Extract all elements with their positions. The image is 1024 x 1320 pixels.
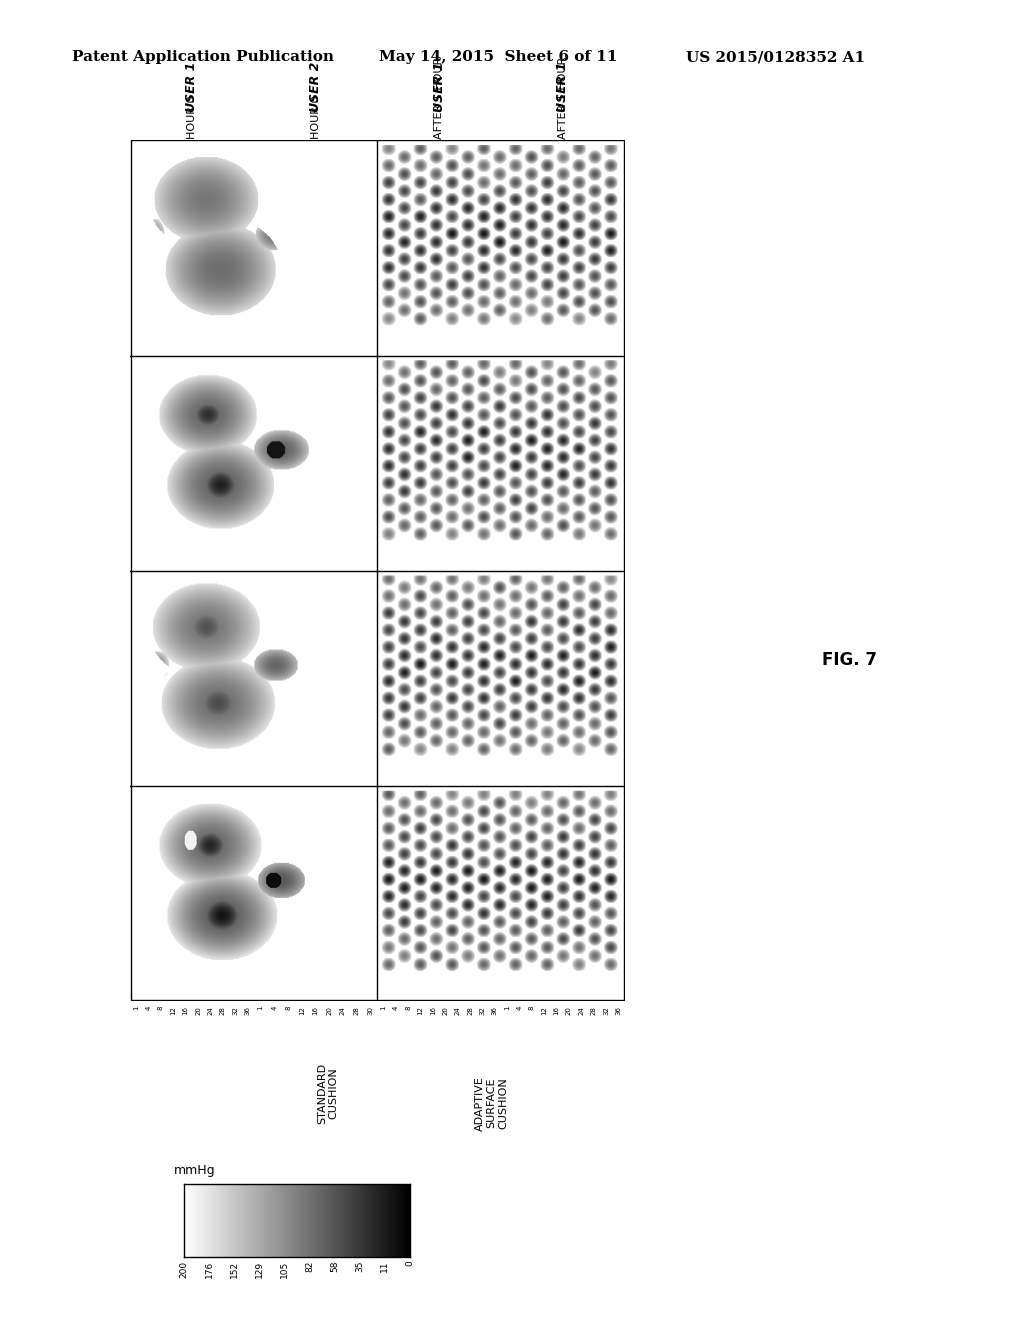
Text: 28: 28 (220, 1006, 225, 1015)
Text: 35: 35 (355, 1261, 365, 1272)
Text: HOUR 0: HOUR 0 (310, 95, 321, 139)
Text: 24: 24 (340, 1006, 346, 1015)
Text: 36: 36 (615, 1006, 622, 1015)
Text: 1: 1 (381, 1006, 386, 1010)
Text: 32: 32 (479, 1006, 485, 1015)
Text: 30: 30 (368, 1006, 374, 1015)
Text: 12: 12 (170, 1006, 176, 1015)
Text: 4: 4 (516, 1006, 522, 1010)
Text: 12: 12 (542, 1006, 547, 1015)
Text: 36: 36 (245, 1006, 251, 1015)
Text: 0: 0 (406, 1261, 414, 1266)
Text: AFTER 1 HOUR: AFTER 1 HOUR (434, 57, 444, 139)
Text: 105: 105 (280, 1261, 289, 1278)
Text: USER 1: USER 1 (433, 62, 445, 112)
Text: mmHg: mmHg (174, 1164, 216, 1177)
Text: 16: 16 (554, 1006, 560, 1015)
Text: 8: 8 (529, 1006, 535, 1010)
Text: 28: 28 (353, 1006, 359, 1015)
Text: 4: 4 (393, 1006, 399, 1010)
Text: 58: 58 (330, 1261, 339, 1272)
Text: USER 2: USER 2 (309, 62, 322, 112)
Text: 12: 12 (418, 1006, 424, 1015)
Text: 20: 20 (442, 1006, 449, 1015)
Text: 16: 16 (182, 1006, 188, 1015)
Text: 129: 129 (255, 1261, 264, 1278)
Text: 8: 8 (158, 1006, 164, 1010)
Text: 1: 1 (504, 1006, 510, 1010)
Text: AFTER 1 HOUR: AFTER 1 HOUR (558, 57, 568, 139)
Text: 24: 24 (579, 1006, 585, 1015)
Text: FIG. 7: FIG. 7 (822, 651, 878, 669)
Text: 200: 200 (180, 1261, 188, 1278)
Text: 24: 24 (455, 1006, 461, 1015)
Text: 176: 176 (205, 1261, 214, 1278)
Text: 36: 36 (492, 1006, 498, 1015)
Text: STANDARD
CUSHION: STANDARD CUSHION (316, 1063, 339, 1123)
Text: 16: 16 (312, 1006, 318, 1015)
Text: 4: 4 (145, 1006, 152, 1010)
Text: 82: 82 (305, 1261, 314, 1272)
Text: 20: 20 (566, 1006, 572, 1015)
Text: 32: 32 (232, 1006, 239, 1015)
Text: USER 1: USER 1 (185, 62, 199, 112)
Text: 12: 12 (299, 1006, 305, 1015)
Text: 1: 1 (258, 1006, 263, 1010)
Text: 8: 8 (285, 1006, 291, 1010)
Text: 20: 20 (195, 1006, 201, 1015)
Text: 1: 1 (133, 1006, 139, 1010)
Text: US 2015/0128352 A1: US 2015/0128352 A1 (686, 50, 865, 65)
Text: 20: 20 (327, 1006, 332, 1015)
Text: May 14, 2015  Sheet 6 of 11: May 14, 2015 Sheet 6 of 11 (379, 50, 617, 65)
Text: 28: 28 (467, 1006, 473, 1015)
Text: 152: 152 (229, 1261, 239, 1278)
Text: Patent Application Publication: Patent Application Publication (72, 50, 334, 65)
Text: 11: 11 (380, 1261, 389, 1272)
Text: 8: 8 (406, 1006, 412, 1010)
Text: 32: 32 (603, 1006, 609, 1015)
Text: USER 1: USER 1 (556, 62, 569, 112)
Text: 28: 28 (591, 1006, 597, 1015)
Text: ADAPTIVE
SURFACE
CUSHION: ADAPTIVE SURFACE CUSHION (475, 1076, 508, 1131)
Text: HOUR 0: HOUR 0 (186, 95, 197, 139)
Text: 4: 4 (271, 1006, 278, 1010)
Text: 16: 16 (430, 1006, 436, 1015)
Text: 24: 24 (208, 1006, 213, 1015)
